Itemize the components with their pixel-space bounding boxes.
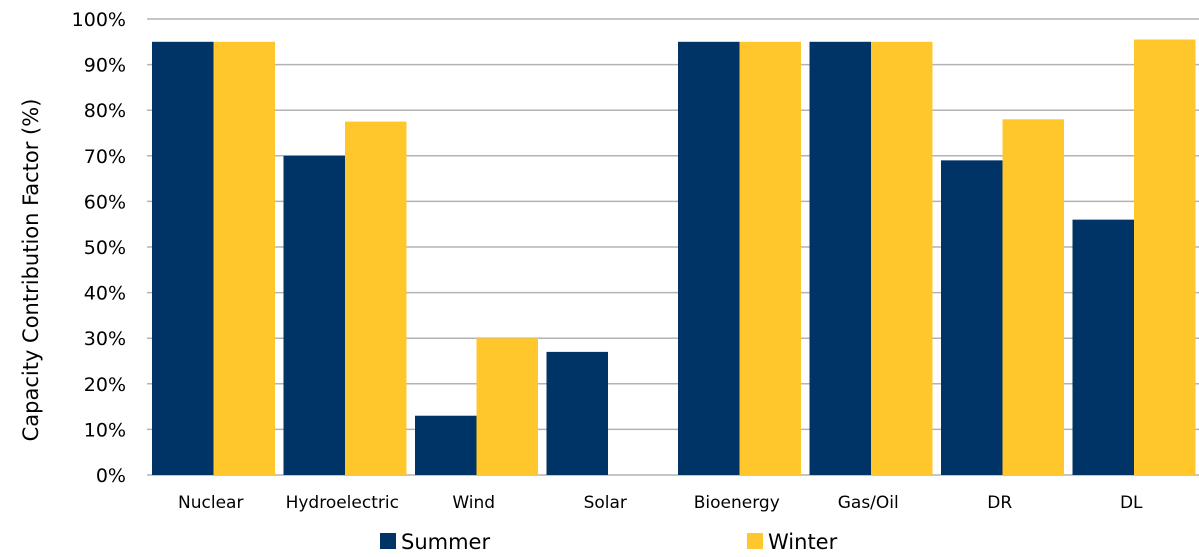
y-tick-label: 40% xyxy=(84,283,126,305)
y-tick-label: 0% xyxy=(96,465,126,487)
bar-winter-7 xyxy=(1134,39,1196,476)
y-tick-label: 20% xyxy=(84,374,126,396)
x-category-label: Wind xyxy=(452,493,495,513)
bar-summer-1 xyxy=(283,155,345,476)
bar-summer-3 xyxy=(546,351,608,475)
x-category-label: Solar xyxy=(584,493,627,513)
y-axis-ticks: 0% 10% 20% 30% 40% 50% 60% 70% 80% 90% 100% xyxy=(72,9,126,487)
bar-summer-6 xyxy=(941,160,1003,476)
y-tick-label: 80% xyxy=(84,100,126,122)
bar-winter-0 xyxy=(213,41,275,476)
y-axis-title: Capacity Contribution Factor (%) xyxy=(19,99,43,442)
y-tick-label: 70% xyxy=(84,146,126,168)
bars xyxy=(152,39,1196,476)
bar-winter-1 xyxy=(345,121,407,475)
bar-winter-5 xyxy=(871,41,933,476)
x-category-label: Nuclear xyxy=(178,493,243,513)
y-tick-label: 50% xyxy=(84,237,126,259)
x-category-label: DR xyxy=(987,493,1012,513)
bar-summer-2 xyxy=(415,415,477,475)
legend-label-winter: Winter xyxy=(768,530,838,554)
x-category-label: Hydroelectric xyxy=(286,493,399,513)
y-tick-label: 30% xyxy=(84,328,126,350)
x-category-label: Bioenergy xyxy=(694,493,780,513)
y-tick-label: 60% xyxy=(84,191,126,213)
legend-swatch-summer xyxy=(380,533,396,549)
legend: Summer Winter xyxy=(380,530,838,554)
bar-summer-4 xyxy=(678,41,740,476)
legend-swatch-winter xyxy=(747,533,763,549)
y-tick-label: 90% xyxy=(84,55,126,77)
x-category-label: Gas/Oil xyxy=(838,493,899,513)
legend-label-summer: Summer xyxy=(401,530,490,554)
x-category-label: DL xyxy=(1120,493,1143,513)
bar-summer-0 xyxy=(152,41,214,476)
bar-winter-6 xyxy=(1002,119,1064,475)
bar-winter-2 xyxy=(476,338,538,475)
bar-summer-5 xyxy=(809,41,871,476)
bar-summer-7 xyxy=(1072,219,1134,475)
y-tick-label: 10% xyxy=(84,419,126,441)
y-tick-label: 100% xyxy=(72,9,126,31)
x-axis-categories: Nuclear Hydroelectric Wind Solar Bioenergy Ga… xyxy=(178,493,1143,513)
bar-winter-4 xyxy=(739,41,801,476)
